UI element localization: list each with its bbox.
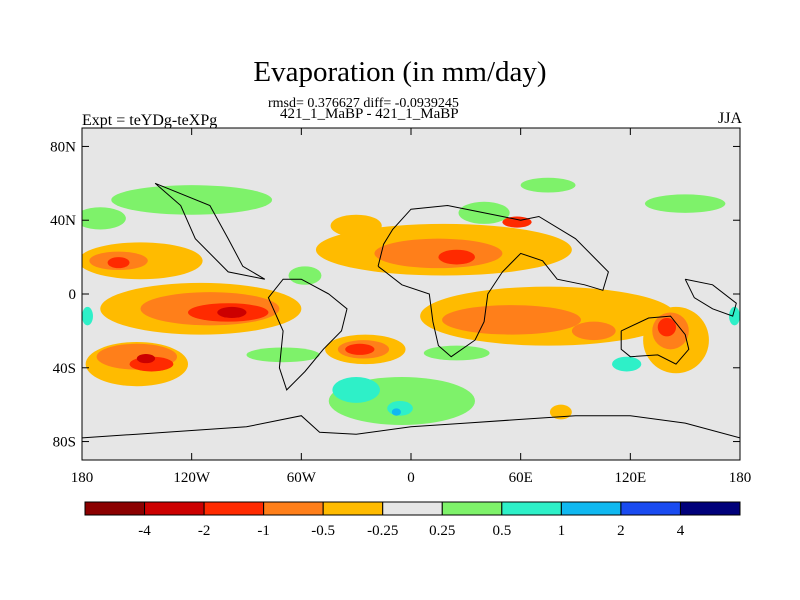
field-region-12	[612, 356, 642, 372]
lat-tick-label: 40S	[53, 361, 76, 377]
season-label: JJA	[717, 110, 742, 127]
colorbar-swatch	[322, 501, 384, 516]
colorbar-swatch	[84, 501, 146, 516]
lon-tick-label: 120W	[173, 470, 211, 486]
field-region-5	[246, 347, 320, 363]
field-region-40	[217, 306, 247, 318]
lat-tick-label: 0	[69, 287, 77, 303]
lat-tick-label: 40N	[50, 213, 76, 229]
experiment-label: Expt = teYDg-teXPg	[82, 112, 218, 129]
coastline-north-america	[154, 182, 266, 280]
colorbar-label: 0.25	[429, 523, 455, 539]
lat-tick-label: 80N	[50, 139, 76, 155]
colorbar-label: 2	[617, 523, 625, 539]
colorbar-label: -4	[138, 523, 151, 539]
field-region-2	[82, 207, 126, 230]
colorbar-swatch	[441, 501, 503, 516]
field-region-23	[330, 214, 382, 237]
lon-tick-label: 120E	[614, 470, 646, 486]
coastline-maritime-islands	[684, 278, 737, 317]
colorbar-label: 1	[558, 523, 566, 539]
field-region-35	[502, 216, 532, 228]
colorbar-swatch	[144, 501, 205, 516]
coastline-africa-eurasia	[377, 204, 609, 358]
colorbar-swatch	[203, 501, 265, 516]
field-region-32	[571, 321, 616, 341]
colorbar-label: -0.25	[367, 523, 398, 539]
colorbar-swatch	[679, 501, 741, 516]
colorbar-label: -2	[198, 523, 211, 539]
field-region-28	[374, 238, 503, 269]
field-region-37	[657, 317, 677, 337]
coastline-antarctica	[82, 415, 740, 439]
lon-tick-label: 0	[407, 470, 415, 486]
lon-tick-label: 180	[729, 470, 752, 486]
lon-axis: 180 120W 60W 0 60E 120E 180	[71, 128, 752, 486]
lon-tick-label: 180	[71, 470, 94, 486]
colorbar-swatch	[382, 501, 443, 516]
lon-tick-label: 60E	[509, 470, 533, 486]
colorbar: -4 -2 -1 -0.5 -0.25 0.25 0.5 1 2 4	[84, 501, 741, 539]
field-region-4	[644, 194, 726, 213]
colorbar-label: 4	[677, 523, 685, 539]
colorbar-label: 0.5	[492, 523, 511, 539]
field-region-29	[442, 305, 581, 335]
field-region-41	[136, 353, 156, 364]
colorbar-swatch	[263, 501, 324, 516]
lon-tick-label: 60W	[287, 470, 317, 486]
coastline-layer	[82, 182, 740, 439]
field-layer	[82, 177, 740, 425]
field-region-24	[549, 404, 572, 420]
field-region-15	[391, 408, 401, 416]
colorbar-label: -1	[257, 523, 270, 539]
field-region-38	[438, 249, 475, 265]
plot-title: Evaporation (in mm/day)	[253, 56, 547, 88]
colorbar-swatch	[560, 501, 622, 516]
coastline-australia	[620, 315, 690, 365]
colorbar-label: -0.5	[311, 523, 335, 539]
field-region-8	[288, 266, 322, 285]
field-region-13	[82, 306, 93, 326]
plot-subtitle: 421_1_MaBP - 421_1_MaBP	[280, 106, 459, 122]
field-region-0	[520, 177, 576, 193]
field-region-39	[107, 257, 130, 269]
colorbar-swatch	[501, 501, 562, 516]
field-region-14	[729, 306, 740, 326]
colorbar-swatch	[620, 501, 681, 516]
coastline-south-america	[267, 278, 348, 391]
field-region-1	[111, 185, 273, 215]
field-region-36	[345, 343, 375, 355]
lat-axis: 80N 40N 0 40S 80S	[50, 139, 740, 451]
lat-tick-label: 80S	[53, 435, 76, 451]
stats-line: rmsd= 0.376627 diff= -0.0939245	[268, 96, 459, 111]
field-region-10	[332, 377, 380, 403]
